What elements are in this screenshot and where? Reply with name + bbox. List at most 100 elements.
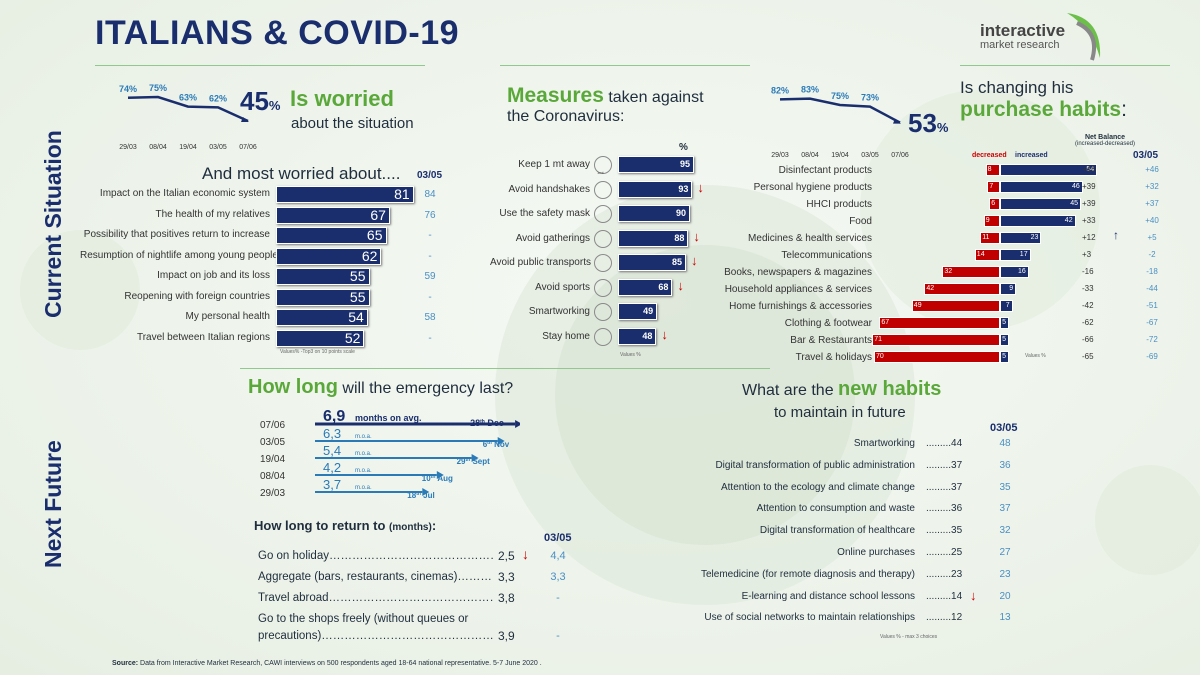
decreased-value: 7 [989, 183, 994, 190]
purchase-pct: % [936, 120, 949, 135]
measures-note: Values % [620, 352, 641, 358]
increased-bar [1000, 249, 1031, 261]
measure-value: 93 [678, 183, 689, 194]
measures-chart: Keep 1 mt away 95 Avoid handshakes 93 ↓ Use t… [490, 156, 720, 356]
habit-prev: 36 [999, 459, 1011, 471]
most-worried-prev: 84 [424, 189, 436, 200]
page-title: ITALIANS & COVID-19 [95, 14, 460, 52]
howlong-end-day: 10 [422, 474, 431, 483]
net-value: -66 [1082, 335, 1094, 344]
habits-compare-label: 03/05 [990, 422, 1018, 434]
decreased-value: 71 [874, 336, 882, 343]
trend-value-label: 75% [149, 83, 167, 93]
measures-pct-label: % [679, 142, 688, 153]
measure-bar [618, 156, 694, 173]
measure-icon [594, 229, 612, 248]
habits-header: What are the new habits [742, 378, 941, 401]
return-label: Go on holiday…………………………………………… [258, 550, 493, 562]
howlong-end-sup: th [480, 419, 485, 425]
decreased-value: 67 [881, 319, 890, 326]
decreased-value: 14 [976, 251, 985, 258]
increased-value: 17 [1019, 251, 1028, 258]
purchase-label: Travel & holidays [795, 352, 872, 363]
increased-bar [1000, 334, 1009, 346]
increased-value: 42 [1064, 217, 1073, 224]
logo: interactive market research [980, 22, 1090, 51]
return-label: Aggregate (bars, restaurants, cinemas)……… [258, 571, 492, 583]
increased-value: 45 [1070, 200, 1078, 207]
howlong-arrowhead [422, 488, 430, 496]
most-worried-value: 67 [370, 206, 386, 223]
howlong-value: 5,4 [323, 443, 341, 458]
logo-line1: interactive [980, 21, 1066, 40]
trend-date-label: 19/04 [831, 152, 849, 159]
decreased-bar [980, 232, 1000, 244]
habits-head-green: new habits [838, 378, 942, 400]
net-value: -16 [1082, 267, 1094, 276]
howlong-value: 6,9 [323, 410, 345, 425]
howlong-end-month: Aug [435, 474, 453, 483]
howlong-date: 08/04 [260, 471, 285, 482]
decreased-bar [942, 266, 1000, 278]
trend-date-label: 29/03 [119, 144, 137, 151]
trend-date-label: 07/06 [239, 144, 257, 151]
return-title-unit: (months) [389, 522, 432, 533]
down-arrow-icon: ↓ [697, 179, 704, 195]
purchase-value: 53 [908, 108, 937, 138]
measure-label: Use the safety mask [499, 208, 590, 219]
habit-label: Online purchases [837, 547, 915, 558]
purchase-label: Clothing & footwear [784, 318, 872, 329]
down-arrow-icon: ↓ [693, 228, 700, 244]
purchase-chart: Disinfectant products 8 54 +46 +46 Personal h… [720, 163, 1190, 368]
net-prev: -44 [1146, 284, 1158, 293]
howlong-end-date: 10th Aug [422, 474, 453, 483]
howlong-end-day: 18 [407, 491, 416, 500]
howlong-arrowhead [471, 454, 479, 462]
most-worried-bar [276, 288, 370, 306]
down-arrow-icon: ↓ [522, 546, 529, 562]
habit-value: .........37 [926, 481, 963, 493]
most-worried-prev: 76 [424, 209, 436, 221]
down-arrow-icon: ↓ [677, 277, 684, 293]
decreased-value: 11 [982, 234, 990, 241]
net-value: -62 [1082, 318, 1094, 327]
howlong-end-month: Sept [470, 457, 490, 466]
trend-line [127, 95, 249, 123]
most-worried-prev: - [428, 332, 432, 344]
up-arrow-icon: ↑ [1113, 228, 1119, 242]
howlong-date: 07/06 [260, 420, 285, 431]
measure-value: 49 [643, 306, 654, 316]
measure-value: 85 [671, 257, 682, 267]
net-prev: +46 [1145, 165, 1159, 174]
trend-date-label: 07/06 [891, 152, 909, 159]
measure-label: Avoid gatherings [515, 232, 590, 244]
net-value: +46 [1082, 165, 1096, 174]
purchase-net-label: Net Balance (increased-decreased) [1060, 134, 1150, 147]
decreased-bar [872, 334, 1000, 346]
decreased-bar [985, 164, 1000, 176]
increased-bar [1000, 232, 1042, 244]
most-worried-bar [276, 247, 382, 265]
net-prev: +40 [1145, 216, 1159, 225]
net-prev: -72 [1146, 335, 1158, 344]
habit-prev: 37 [999, 503, 1011, 515]
most-worried-bar [276, 206, 390, 224]
decreased-bar [924, 283, 1000, 295]
most-worried-prev: 59 [424, 271, 436, 282]
increased-value: 16 [1018, 268, 1026, 275]
most-worried-value: 65 [366, 227, 383, 243]
net-prev: +37 [1145, 199, 1159, 208]
net-prev: +5 [1147, 233, 1157, 242]
decreased-bar [874, 351, 1000, 363]
howlong-value: 4,2 [323, 460, 341, 475]
habit-prev: 20 [999, 590, 1011, 602]
howlong-end-day: 28 [470, 418, 480, 428]
net-value: -33 [1082, 284, 1094, 293]
decreased-value: 70 [876, 353, 884, 360]
howlong-suffix: m.o.a. [355, 468, 372, 474]
side-label-current: Current Situation [40, 130, 66, 318]
worried-pct: % [268, 98, 281, 113]
net-prev: -67 [1146, 318, 1158, 327]
decreased-bar [983, 215, 1000, 227]
trend-value-label: 73% [861, 93, 879, 103]
